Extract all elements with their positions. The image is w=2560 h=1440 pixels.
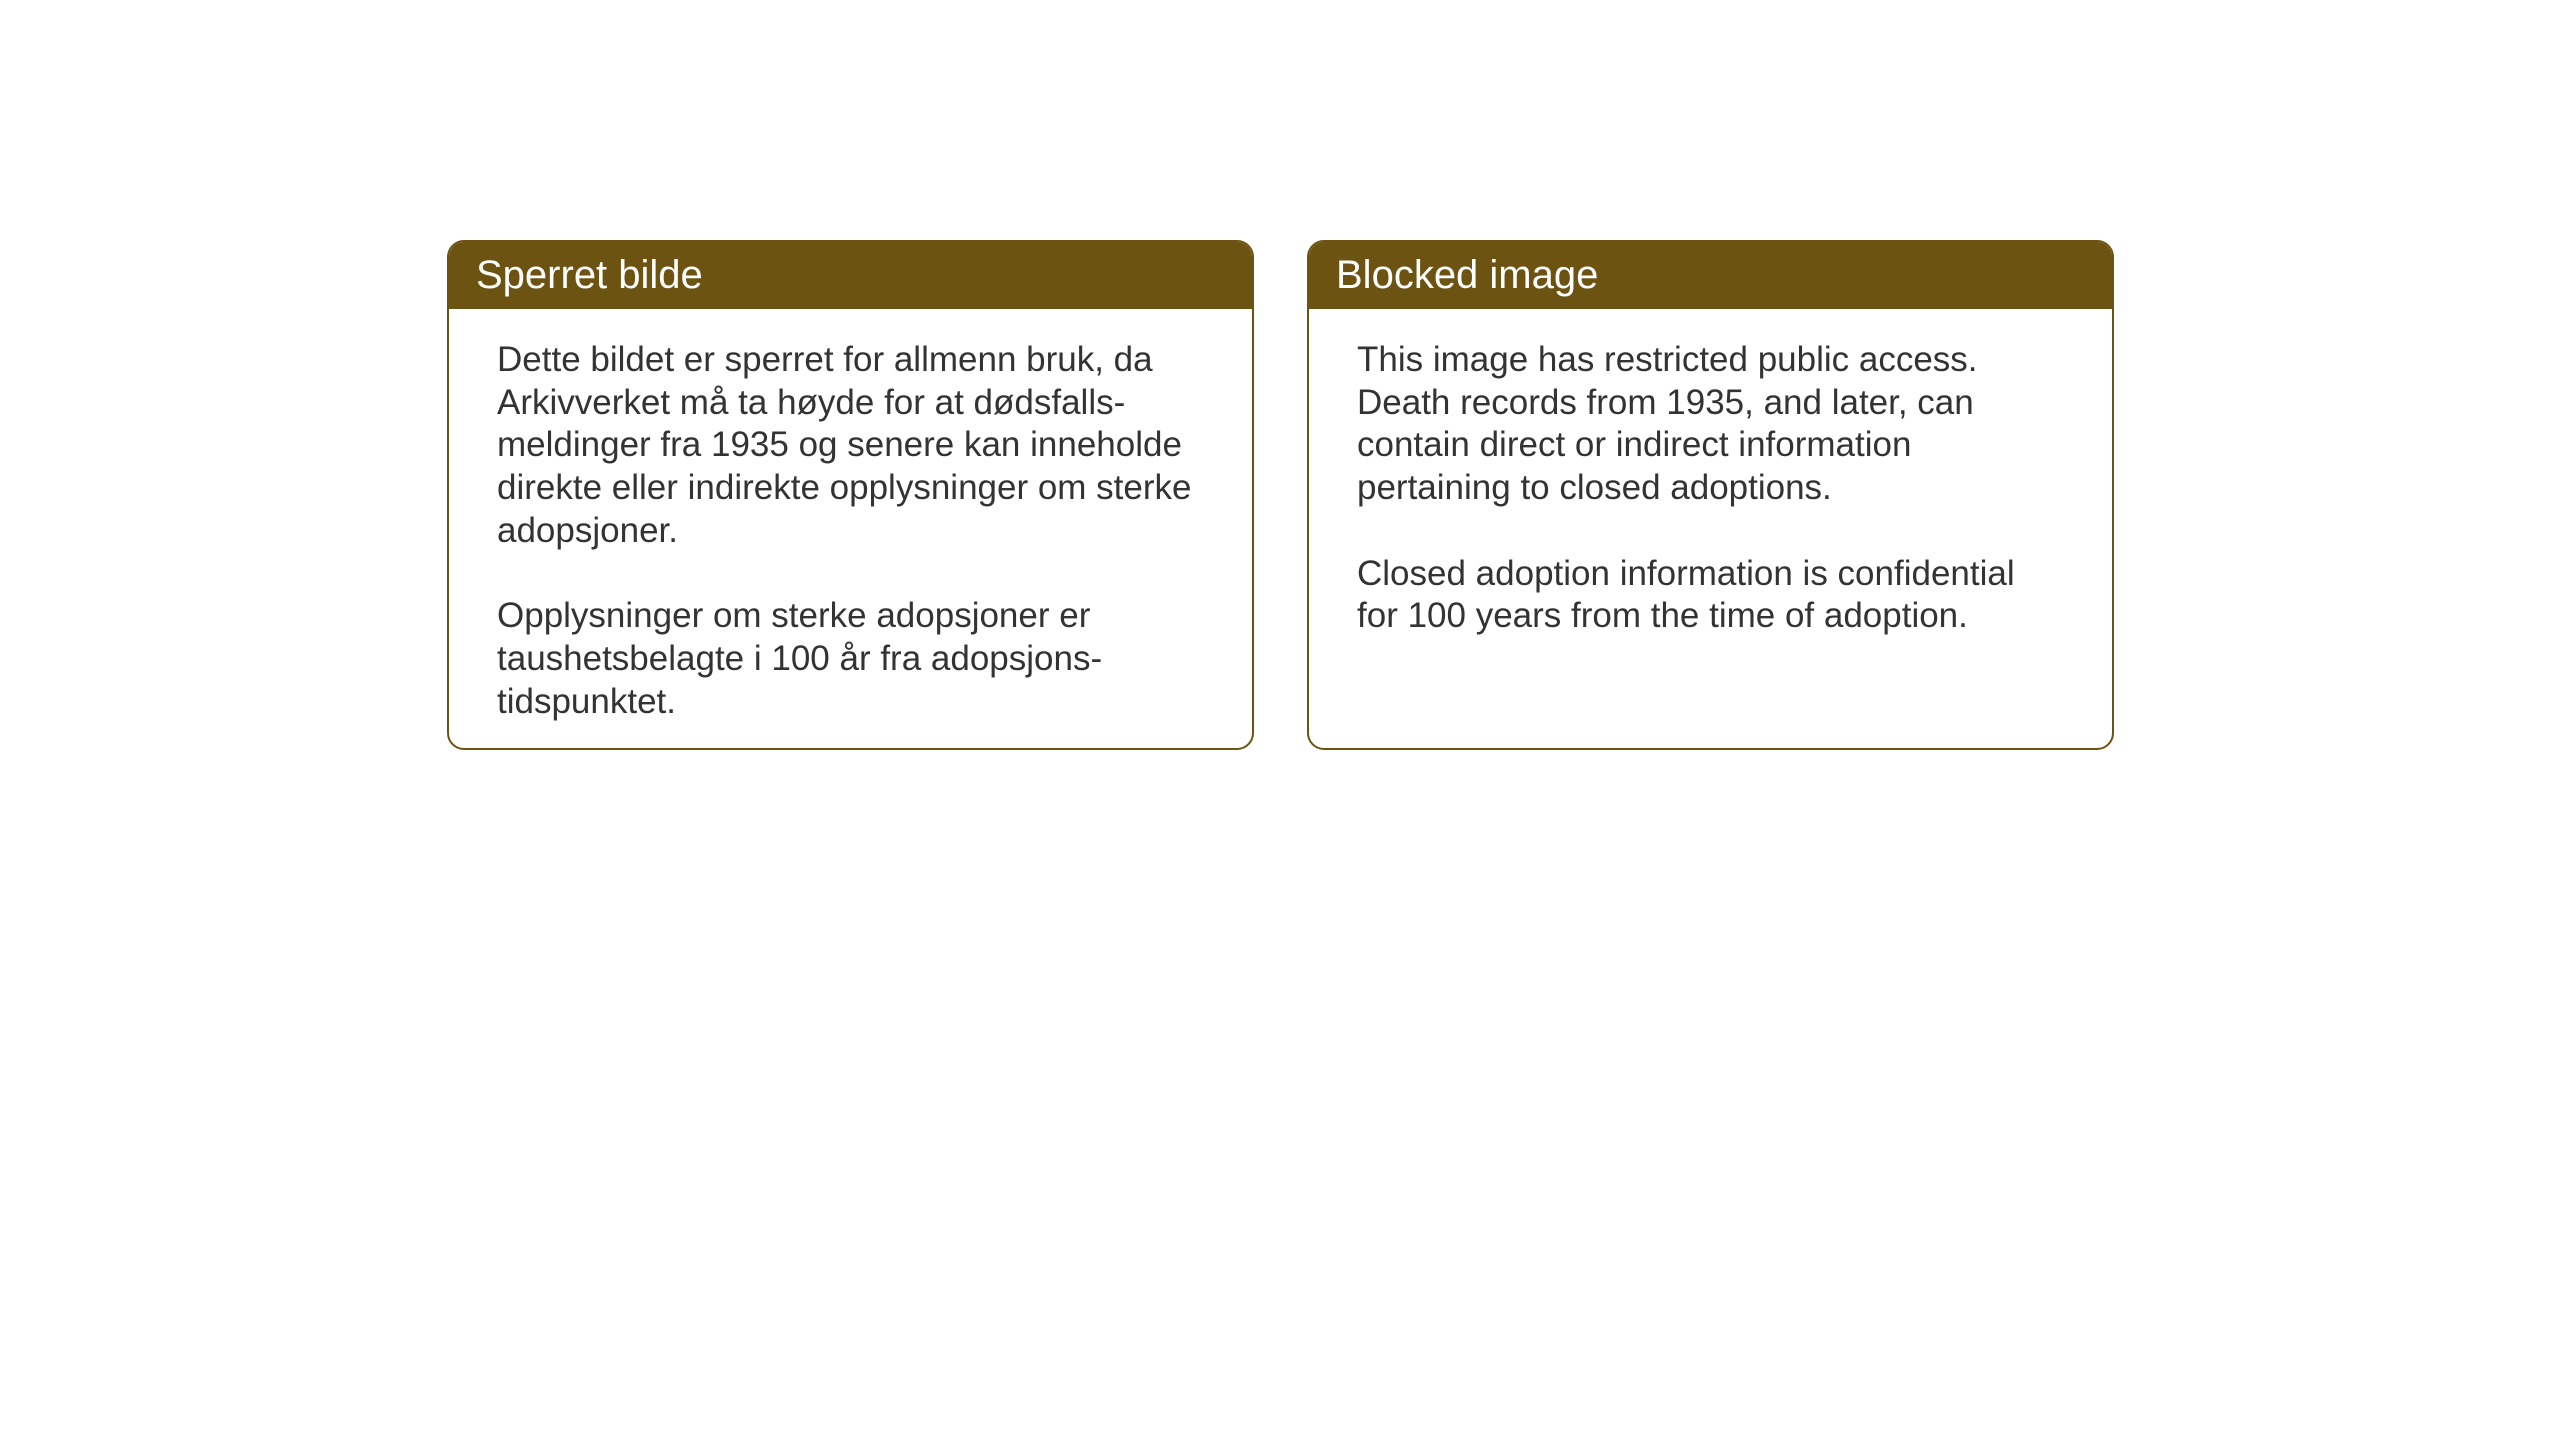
- norwegian-paragraph-2: Opplysninger om sterke adopsjoner er tau…: [497, 595, 1204, 723]
- notice-cards-container: Sperret bilde Dette bildet er sperret fo…: [447, 240, 2114, 750]
- english-paragraph-1: This image has restricted public access.…: [1357, 339, 2064, 510]
- norwegian-card-body: Dette bildet er sperret for allmenn bruk…: [449, 309, 1252, 750]
- english-notice-card: Blocked image This image has restricted …: [1307, 240, 2114, 750]
- norwegian-card-title: Sperret bilde: [449, 242, 1252, 309]
- english-paragraph-2: Closed adoption information is confident…: [1357, 553, 2064, 638]
- english-card-body: This image has restricted public access.…: [1309, 309, 2112, 668]
- norwegian-notice-card: Sperret bilde Dette bildet er sperret fo…: [447, 240, 1254, 750]
- norwegian-paragraph-1: Dette bildet er sperret for allmenn bruk…: [497, 339, 1204, 552]
- english-card-title: Blocked image: [1309, 242, 2112, 309]
